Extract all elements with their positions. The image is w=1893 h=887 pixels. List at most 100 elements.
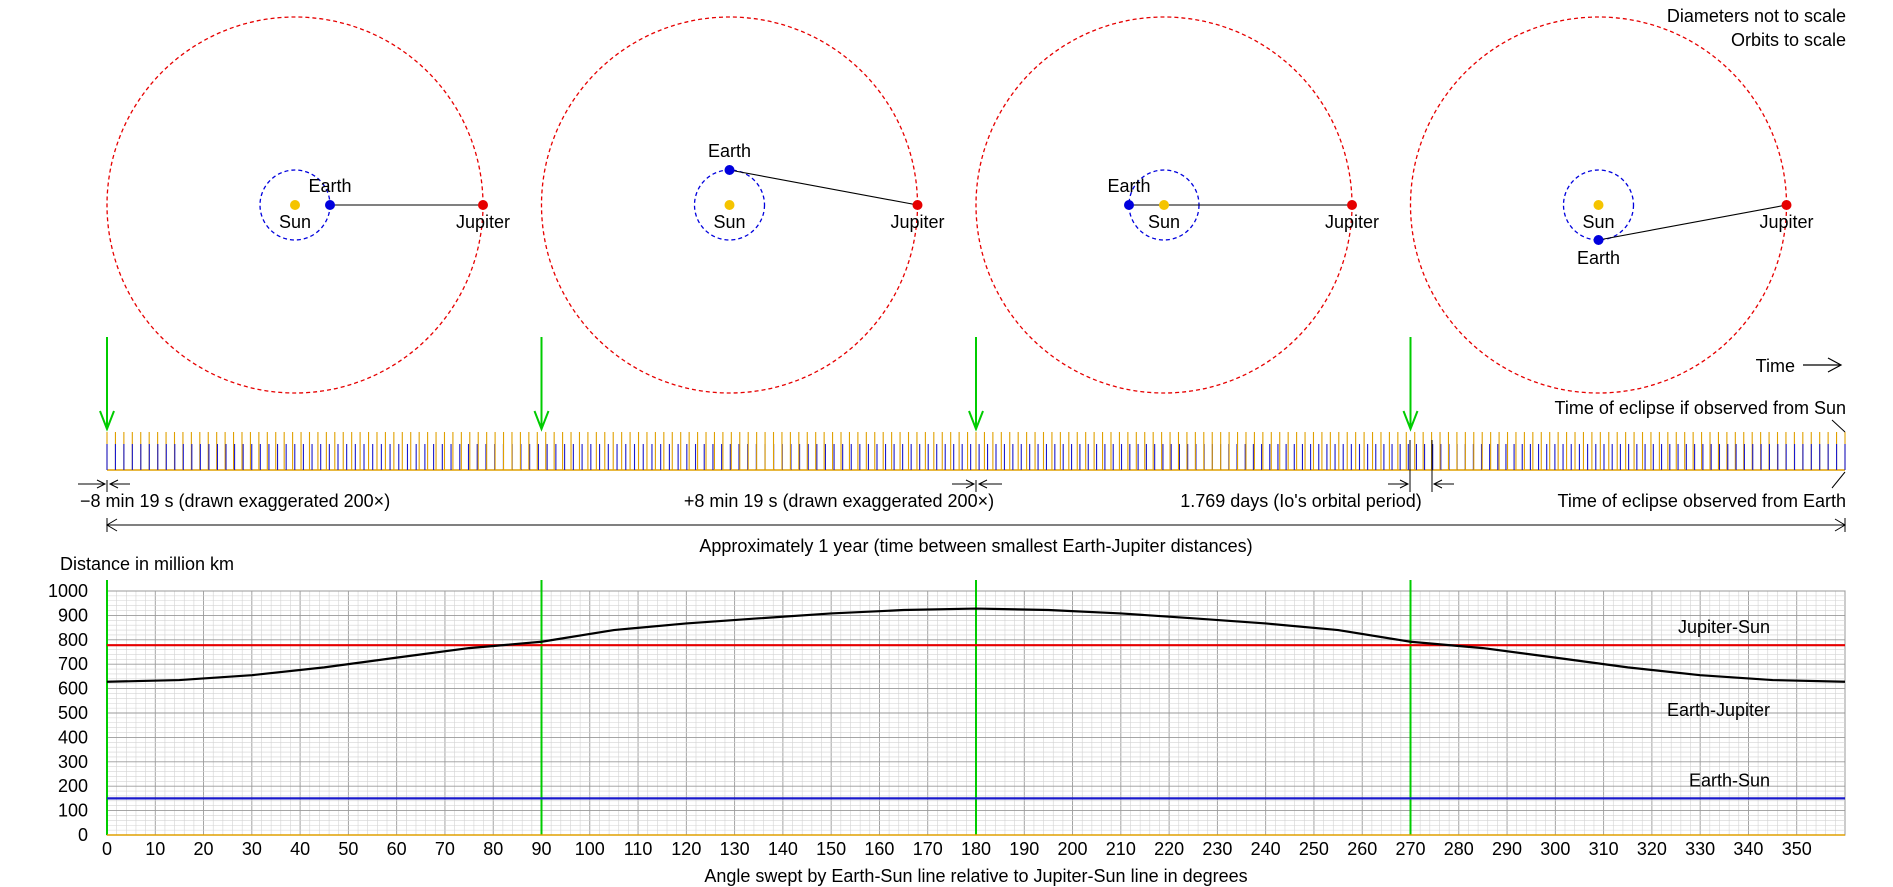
x-tick-label: 30 [242, 839, 262, 859]
orbits-note: Orbits to scale [1731, 30, 1846, 50]
earth-label: Earth [1577, 248, 1620, 268]
x-tick-label: 190 [1009, 839, 1039, 859]
time-arrow-icon [1803, 357, 1843, 373]
y-tick-label: 300 [58, 752, 88, 772]
y-tick-label: 700 [58, 654, 88, 674]
y-tick-label: 800 [58, 630, 88, 650]
orbit-panel-4: Sun Jupiter Earth [1409, 16, 1814, 394]
y-tick-label: 100 [58, 801, 88, 821]
jupiter-dot [1347, 200, 1357, 210]
x-tick-label: 100 [575, 839, 605, 859]
x-tick-label: 150 [816, 839, 846, 859]
x-tick-label: 300 [1540, 839, 1570, 859]
period-dimension [1388, 440, 1454, 492]
chart-grid [106, 580, 1846, 836]
earth-label: Earth [308, 176, 351, 196]
earth-label: Earth [1107, 176, 1150, 196]
sun-dot [1593, 200, 1604, 210]
x-tick-label: 40 [290, 839, 310, 859]
minus-offset-dimension [78, 479, 130, 492]
earth-dot [325, 200, 335, 210]
sun-dot [1159, 200, 1169, 210]
x-tick-label: 140 [768, 839, 798, 859]
chart-series: Jupiter-Sun Earth-Sun Earth-Jupiter [106, 607, 1846, 800]
sun-label: Sun [279, 212, 311, 232]
y-tick-label: 400 [58, 727, 88, 747]
orbit-panel-2: Sun Jupiter Earth [540, 16, 945, 394]
x-tick-label: 220 [1154, 839, 1184, 859]
diameters-note: Diameters not to scale [1667, 6, 1846, 26]
marker-arrow-head [533, 410, 550, 432]
earth-dot [1593, 235, 1604, 245]
earth-eclipse-label: Time of eclipse observed from Earth [1558, 491, 1846, 511]
y-tick-label: 0 [78, 825, 88, 845]
x-tick-label: 280 [1444, 839, 1474, 859]
y-tick-label: 600 [58, 679, 88, 699]
sun-eclipse-label: Time of eclipse if observed from Sun [1555, 398, 1846, 418]
earth-orbit [1562, 169, 1635, 241]
marker-arrow-head [1402, 410, 1419, 432]
y-tick-label: 1000 [48, 581, 88, 601]
sun-dot [724, 200, 735, 210]
plus-offset-dimension [952, 479, 1002, 492]
chart-ticks: 0 100 200 300 400 500 600 700 800 900 1000 0 10 20 30 4… [48, 581, 1812, 859]
eclipse-timeline: Time Time of eclipse if observed from Su… [78, 337, 1846, 556]
x-tick-label: 290 [1492, 839, 1522, 859]
time-label: Time [1756, 356, 1795, 376]
x-tick-label: 10 [145, 839, 165, 859]
earth-eclipse-leader [1831, 471, 1846, 489]
x-axis-title: Angle swept by Earth-Sun line relative t… [704, 866, 1247, 886]
earth-jupiter-line [729, 169, 918, 206]
sun-label: Sun [1582, 212, 1614, 232]
x-tick-label: 160 [864, 839, 894, 859]
x-tick-label: 50 [338, 839, 358, 859]
x-tick-label: 310 [1589, 839, 1619, 859]
plus-offset-label: +8 min 19 s (drawn exaggerated 200×) [684, 491, 994, 511]
series-label-earth-jupiter: Earth-Jupiter [1667, 700, 1770, 720]
marker-arrow-icon [533, 337, 550, 432]
orbit-panel-3: Sun Jupiter Earth [975, 16, 1379, 394]
x-tick-label: 20 [194, 839, 214, 859]
x-tick-label: 250 [1299, 839, 1329, 859]
x-tick-label: 210 [1106, 839, 1136, 859]
sun-label: Sun [1148, 212, 1180, 232]
y-tick-label: 900 [58, 605, 88, 625]
sun-label: Sun [713, 212, 745, 232]
y-tick-label: 200 [58, 776, 88, 796]
x-tick-label: 120 [671, 839, 701, 859]
series-label-earth-sun: Earth-Sun [1689, 770, 1770, 790]
y-axis-title: Distance in million km [60, 554, 234, 574]
x-tick-label: 330 [1685, 839, 1715, 859]
x-tick-label: 70 [435, 839, 455, 859]
x-tick-label: 320 [1637, 839, 1667, 859]
marker-arrow-icon [99, 337, 115, 432]
jupiter-dot [1781, 200, 1792, 210]
minus-offset-label: −8 min 19 s (drawn exaggerated 200×) [80, 491, 390, 511]
eclipse-ticks [106, 432, 1846, 471]
series-label-jupiter-sun: Jupiter-Sun [1678, 617, 1770, 637]
earth-label: Earth [708, 141, 751, 161]
marker-arrow-icon [1402, 337, 1419, 432]
sun-eclipse-leader [1831, 419, 1846, 433]
x-tick-label: 170 [913, 839, 943, 859]
x-tick-label: 60 [387, 839, 407, 859]
sun-dot [290, 200, 300, 210]
earth-dot [1124, 200, 1134, 210]
jupiter-dot [912, 200, 923, 210]
x-tick-label: 270 [1395, 839, 1425, 859]
jupiter-label: Jupiter [1759, 212, 1813, 232]
year-dimension [106, 518, 1846, 532]
period-label: 1.769 days (Io's orbital period) [1180, 491, 1422, 511]
x-tick-label: 130 [720, 839, 750, 859]
x-tick-label: 80 [483, 839, 503, 859]
year-label: Approximately 1 year (time between small… [699, 536, 1252, 556]
marker-arrow-head [968, 410, 984, 432]
series-line-earth-jupiter [106, 607, 1846, 683]
jupiter-label: Jupiter [890, 212, 944, 232]
distance-chart: Distance in million km Angle swept by Ea… [48, 554, 1846, 886]
marker-arrow-icon [968, 337, 984, 432]
x-tick-label: 240 [1251, 839, 1281, 859]
earth-jupiter-line [1598, 204, 1787, 241]
x-tick-label: 0 [102, 839, 112, 859]
